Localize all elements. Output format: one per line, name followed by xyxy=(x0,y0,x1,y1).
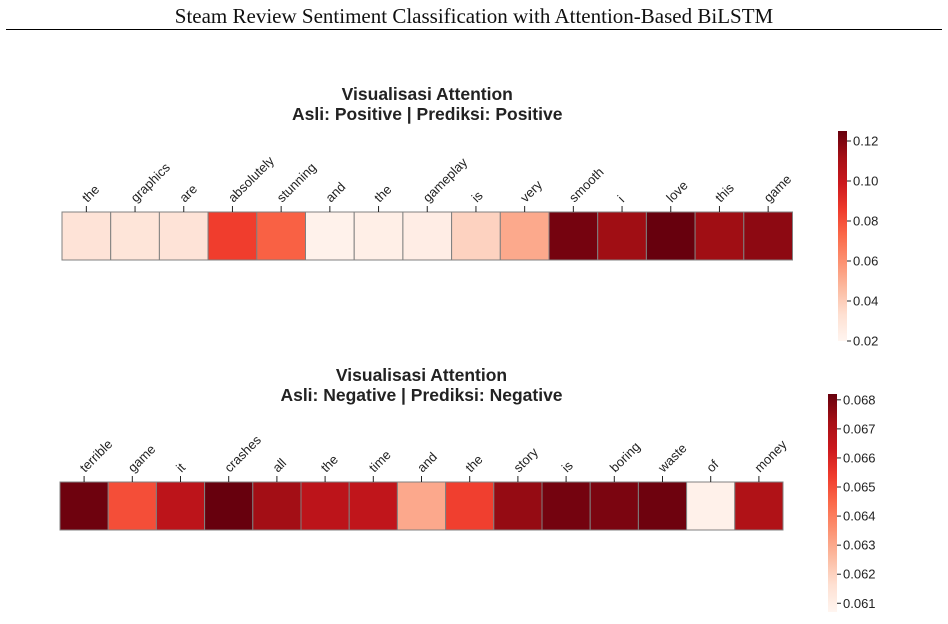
token-label: is xyxy=(559,458,577,476)
heatmap-cell xyxy=(110,211,160,261)
heatmap-cell xyxy=(597,211,647,261)
page-header: Steam Review Sentiment Classification wi… xyxy=(0,0,948,40)
chart-subtitle: Asli: Positive | Prediksi: Positive xyxy=(292,104,563,124)
heatmap-cell xyxy=(207,211,258,261)
token-label: time xyxy=(366,447,394,475)
header-rule xyxy=(6,29,942,30)
heatmap-cell xyxy=(61,211,112,261)
heatmap-cell xyxy=(637,481,688,531)
heatmap-cell xyxy=(396,481,447,531)
colorbar-tick-label: 0.02 xyxy=(853,334,878,349)
token-label: the xyxy=(318,452,341,475)
heatmap-cell xyxy=(686,481,736,531)
colorbar-tick-label: 0.062 xyxy=(843,567,876,582)
heatmap-cell xyxy=(694,211,745,261)
token-label: the xyxy=(79,182,102,205)
token-label: and xyxy=(414,449,440,475)
heatmap-cell xyxy=(451,211,501,261)
chart-title: Visualisasi Attention xyxy=(342,84,513,104)
colorbar-tick-label: 0.12 xyxy=(853,134,878,149)
colorbar-tick-label: 0.04 xyxy=(853,294,878,309)
token-label: absolutely xyxy=(225,153,277,205)
colorbar-tick-label: 0.08 xyxy=(853,214,878,229)
token-label: crashes xyxy=(221,432,264,475)
heatmap-cell xyxy=(204,481,254,531)
token-label: the xyxy=(462,452,485,475)
token-label: are xyxy=(176,181,200,205)
heatmap-cell xyxy=(589,481,639,531)
heatmap-cell xyxy=(734,481,784,531)
token-label: stunning xyxy=(274,160,319,205)
heatmap-cell xyxy=(348,481,398,531)
heatmap-cell xyxy=(107,481,157,531)
heatmap-cell xyxy=(305,211,355,261)
heatmap-cell xyxy=(445,481,495,531)
heatmap-cell xyxy=(499,211,550,261)
token-label: and xyxy=(322,179,348,205)
heatmap-cell xyxy=(541,481,591,531)
token-label: is xyxy=(468,188,486,206)
token-label: story xyxy=(510,444,541,475)
heatmap-cell xyxy=(548,211,599,261)
attention-heatmap-negative: Visualisasi Attention Asli: Negative | P… xyxy=(59,365,876,612)
colorbar-tick-label: 0.06 xyxy=(853,254,878,269)
token-label: smooth xyxy=(566,164,607,205)
token-label: i xyxy=(615,192,628,205)
heatmap-cell xyxy=(353,211,404,261)
paper-title: Steam Review Sentiment Classification wi… xyxy=(174,4,774,28)
colorbar-tick-label: 0.067 xyxy=(843,421,876,436)
colorbar-tick-label: 0.064 xyxy=(843,509,876,524)
colorbar xyxy=(838,131,847,341)
colorbar-tick-label: 0.063 xyxy=(843,538,876,553)
token-label: love xyxy=(663,178,690,205)
heatmap-cell xyxy=(59,481,109,531)
heatmap-cell xyxy=(493,481,543,531)
token-label: very xyxy=(517,177,545,205)
colorbar-tick-label: 0.061 xyxy=(843,596,876,611)
token-label: the xyxy=(371,182,394,205)
attention-heatmap-positive: Visualisasi Attention Asli: Positive | P… xyxy=(61,84,878,349)
token-label: boring xyxy=(607,439,643,475)
heatmap-cell xyxy=(743,211,793,261)
heatmap-cell xyxy=(645,211,696,261)
token-label: it xyxy=(173,460,188,475)
colorbar xyxy=(828,394,837,612)
chart-subtitle: Asli: Negative | Prediksi: Negative xyxy=(280,385,562,405)
token-label: gameplay xyxy=(420,154,471,205)
colorbar-tick-label: 0.065 xyxy=(843,480,876,495)
heatmap-cell xyxy=(256,211,306,261)
heatmap-cell xyxy=(300,481,350,531)
heatmap-cell xyxy=(158,211,209,261)
heatmap-cell xyxy=(402,211,453,261)
heatmap-cell xyxy=(155,481,206,531)
token-label: this xyxy=(712,180,737,205)
token-label: all xyxy=(269,455,289,475)
token-label: graphics xyxy=(128,159,174,205)
colorbar-tick-label: 0.068 xyxy=(843,392,876,407)
colorbar-tick-label: 0.10 xyxy=(853,174,878,189)
token-label: of xyxy=(703,457,722,476)
token-label: waste xyxy=(654,440,689,475)
colorbar-tick-label: 0.066 xyxy=(843,450,876,465)
chart-title: Visualisasi Attention xyxy=(336,365,507,385)
token-label: game xyxy=(761,172,795,206)
heatmap-cell xyxy=(252,481,302,531)
token-label: money xyxy=(751,437,790,476)
token-label: terrible xyxy=(77,436,116,475)
token-label: game xyxy=(125,442,159,476)
